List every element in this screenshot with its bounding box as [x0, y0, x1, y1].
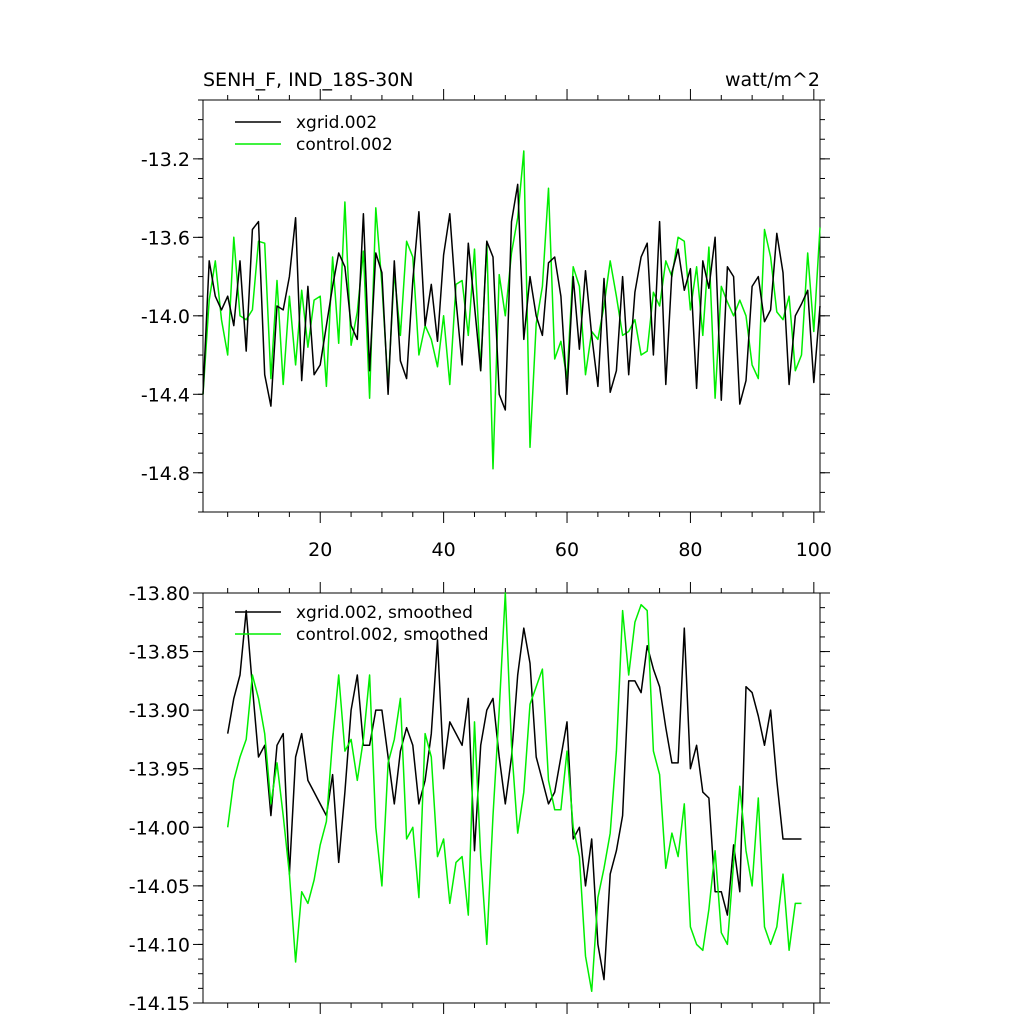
- tick-marks: 20 40 60 80 100 -13.2 -13.6 -14.0 -14.4 -14.8: [141, 89, 832, 561]
- y-tick-label: -13.95: [129, 759, 190, 781]
- y-tick-label: -14.05: [129, 876, 190, 898]
- y-tick-label: -14.8: [141, 463, 190, 485]
- plot-frame: [202, 99, 821, 513]
- tick-marks: -13.80 -13.85 -13.90 -13.95 -14.00 -14.05 -14.…: [129, 582, 830, 1015]
- y-tick-label: -13.85: [129, 642, 190, 664]
- series-line-1: [202, 150, 821, 470]
- x-tick-label: 40: [432, 539, 456, 561]
- y-tick-label: -13.90: [129, 700, 190, 722]
- series-line-1: [226, 592, 802, 993]
- x-tick-label: 100: [796, 539, 832, 561]
- panel-title-left: SENH_F, IND_18S-30N: [203, 69, 414, 91]
- series-layer: [226, 592, 802, 993]
- top-panel: SENH_F, IND_18S-30N watt/m^2 20 40 60 80 100…: [141, 69, 832, 561]
- y-tick-label: -14.00: [129, 817, 190, 839]
- x-tick-label: 80: [678, 539, 702, 561]
- x-tick-label: 60: [555, 539, 579, 561]
- bottom-panel: -13.80 -13.85 -13.90 -13.95 -14.00 -14.05 -14.…: [129, 582, 830, 1015]
- legend-label: control.002, smoothed: [296, 625, 489, 645]
- series-line-0: [226, 609, 802, 981]
- panel-title-right: watt/m^2: [725, 69, 820, 91]
- legend-label: xgrid.002, smoothed: [296, 603, 473, 623]
- y-tick-label: -14.0: [141, 306, 190, 328]
- y-tick-label: -14.15: [129, 993, 190, 1015]
- legend-label: control.002: [296, 135, 393, 155]
- legend-label: xgrid.002: [296, 113, 377, 133]
- y-tick-label: -13.2: [141, 149, 190, 171]
- x-tick-label: 20: [308, 539, 332, 561]
- series-layer: [202, 150, 821, 470]
- y-tick-label: -13.6: [141, 227, 190, 249]
- y-tick-label: -13.80: [129, 583, 190, 605]
- y-tick-label: -14.4: [141, 384, 190, 406]
- y-tick-label: -14.10: [129, 934, 190, 956]
- series-line-0: [202, 183, 821, 411]
